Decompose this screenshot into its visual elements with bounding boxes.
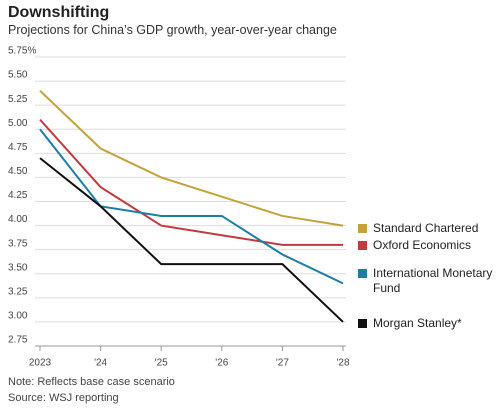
- x-tick-label: '27: [276, 358, 289, 369]
- y-tick-label: 5.25: [8, 94, 28, 105]
- legend-item: Morgan Stanley*: [358, 316, 498, 331]
- y-tick-label: 4.25: [8, 190, 28, 201]
- x-tick-label: '28: [336, 358, 349, 369]
- y-tick-label: 4.50: [8, 166, 28, 177]
- legend-item: International Monetary Fund: [358, 266, 498, 296]
- x-tick-label: '24: [94, 358, 107, 369]
- x-tick-label: 2023: [29, 358, 52, 369]
- y-tick-label: 4.75: [8, 142, 28, 153]
- legend-swatch: [358, 241, 367, 250]
- legend-label: Oxford Economics: [373, 238, 472, 252]
- y-tick-label: 5.00: [8, 118, 28, 129]
- y-tick-label: 3.00: [8, 311, 28, 322]
- series-line: [39, 89, 344, 227]
- source: Source: WSJ reporting: [8, 392, 119, 404]
- x-tick-label: '25: [155, 358, 168, 369]
- legend-swatch: [358, 224, 367, 233]
- y-tick-label: 5.50: [8, 70, 28, 81]
- y-tick-label: 2.75: [8, 335, 28, 346]
- legend-item: Oxford Economics: [358, 238, 498, 253]
- legend-label: International Monetary Fund: [373, 266, 493, 295]
- series-line: [39, 118, 343, 246]
- chart-title: Downshifting: [8, 4, 110, 21]
- note: Note: Reflects base case scenario: [8, 376, 175, 388]
- legend-swatch: [358, 269, 367, 278]
- legend-swatch: [358, 319, 367, 328]
- legend-item: Standard Chartered: [358, 221, 498, 236]
- y-tick-label: 5.75%: [8, 46, 36, 57]
- series-line: [39, 157, 344, 323]
- y-tick-label: 4.00: [8, 214, 28, 225]
- y-tick-label: 3.50: [8, 262, 28, 273]
- series-line: [39, 128, 344, 285]
- legend-label: Morgan Stanley*: [373, 316, 462, 330]
- legend-label: Standard Chartered: [373, 221, 479, 235]
- y-tick-label: 3.25: [8, 286, 28, 297]
- x-tick-label: '26: [215, 358, 228, 369]
- y-tick-label: 3.75: [8, 238, 28, 249]
- chart-subtitle: Projections for China’s GDP growth, year…: [8, 23, 337, 37]
